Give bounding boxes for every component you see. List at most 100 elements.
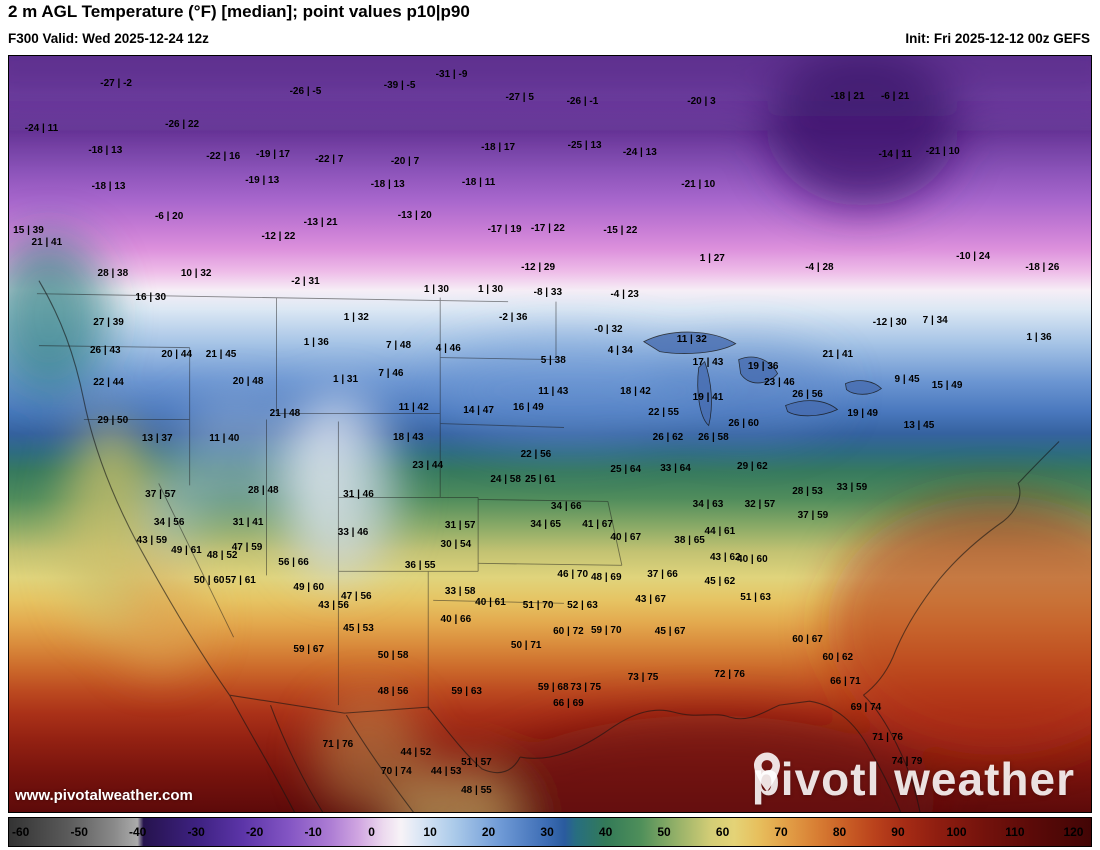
point-value: 45 | 53 — [343, 623, 374, 635]
point-value: 28 | 53 — [792, 486, 823, 498]
point-value: 11 | 40 — [209, 433, 240, 445]
point-value: -14 | 11 — [878, 149, 912, 161]
point-value: -2 | 36 — [499, 312, 528, 324]
point-value: -22 | 7 — [315, 153, 344, 165]
point-value: -39 | -5 — [383, 80, 416, 92]
point-value: 50 | 71 — [510, 640, 542, 652]
point-value: 59 | 70 — [590, 624, 622, 636]
point-value: 40 | 60 — [737, 554, 768, 566]
point-value: -15 | 22 — [603, 225, 638, 237]
point-value: 26 | 62 — [652, 431, 684, 443]
point-value: 23 | 44 — [412, 459, 444, 471]
point-value: 57 | 61 — [225, 574, 256, 586]
point-value: 21 | 48 — [269, 408, 301, 420]
colorbar-tick: -50 — [70, 825, 88, 839]
point-value: 25 | 64 — [610, 464, 642, 476]
init-time-label: Init: Fri 2025-12-12 00z GEFS — [905, 31, 1090, 46]
point-value: 52 | 63 — [567, 600, 598, 612]
colorbar-tick: -40 — [128, 825, 147, 839]
point-value: 19 | 41 — [692, 392, 724, 404]
point-value: 37 | 66 — [647, 569, 678, 581]
colorbar-tick: 100 — [946, 825, 967, 839]
point-value: 66 | 71 — [830, 675, 861, 687]
point-value: 51 | 63 — [740, 592, 771, 604]
point-value: 11 | 32 — [676, 333, 707, 345]
point-value: 5 | 38 — [540, 354, 566, 366]
point-value: -26 | -1 — [566, 96, 599, 108]
point-value: 73 | 75 — [570, 682, 602, 694]
temperature-map: -27 | -2 -26 | -5 -39 | -5 -31 | -9 -27 | 5 -… — [8, 55, 1092, 813]
point-value: -27 | 5 — [505, 91, 534, 103]
point-value: 1 | 31 — [332, 374, 359, 386]
point-value: -31 | -9 — [435, 68, 468, 80]
point-value: 18 | 43 — [392, 431, 424, 443]
colorbar-tick: 60 — [715, 825, 730, 839]
point-value: 44 | 53 — [430, 765, 462, 777]
point-value: 33 | 64 — [660, 462, 691, 474]
point-value: 7 | 48 — [385, 339, 412, 351]
point-value: 1 | 32 — [343, 312, 369, 324]
state-boundaries — [36, 293, 623, 711]
point-value: -4 | 23 — [610, 288, 639, 300]
colorbar-tick: -30 — [187, 825, 205, 839]
valid-time-label: F300 Valid: Wed 2025-12-24 12z — [8, 31, 209, 46]
point-value: 30 | 54 — [440, 539, 472, 551]
colorbar-tick: 40 — [598, 825, 613, 839]
point-value: 26 | 43 — [89, 344, 121, 356]
point-value: 37 | 57 — [145, 489, 176, 501]
point-value: 28 | 38 — [97, 267, 129, 279]
point-value: 26 | 60 — [728, 418, 759, 430]
colorbar-tick: 0 — [368, 825, 375, 839]
point-value: 21 | 41 — [822, 348, 854, 360]
point-value: 22 | 56 — [520, 449, 552, 461]
point-value: -12 | 29 — [521, 262, 556, 274]
point-value: 11 | 43 — [538, 386, 569, 398]
point-value: 27 | 39 — [93, 316, 124, 328]
colorbar-tick: -20 — [245, 825, 264, 839]
point-value: -22 | 16 — [206, 150, 241, 162]
point-value: -12 | 22 — [261, 230, 296, 242]
point-value: -12 | 30 — [872, 316, 907, 328]
colorbar-tick: 20 — [481, 825, 496, 839]
colorbar-tick: -10 — [304, 825, 322, 839]
point-value: 74 | 79 — [891, 756, 923, 768]
point-value: -26 | -5 — [289, 86, 322, 98]
point-value: 72 | 76 — [714, 669, 745, 681]
point-value: 56 | 66 — [278, 557, 309, 569]
point-value: 29 | 50 — [97, 415, 129, 427]
point-value: 14 | 47 — [463, 404, 494, 416]
point-value: 31 | 57 — [444, 520, 476, 532]
point-values-layer: -27 | -2 -26 | -5 -39 | -5 -31 | -9 -27 | 5 -… — [9, 56, 1091, 812]
point-value: 19 | 36 — [747, 360, 779, 372]
point-value: 4 | 34 — [607, 344, 633, 356]
colorbar-tick: 110 — [1005, 825, 1025, 839]
point-value: 34 | 65 — [530, 518, 561, 530]
point-value: -2 | 31 — [291, 276, 320, 288]
regional-temperature-blobs — [9, 56, 1091, 812]
point-value: -18 | 13 — [91, 180, 126, 192]
point-value: 7 | 46 — [378, 368, 404, 380]
point-value: 34 | 56 — [153, 517, 185, 529]
point-value: 44 | 52 — [400, 747, 432, 759]
point-value: 34 | 63 — [692, 499, 724, 511]
point-value: 22 | 44 — [93, 376, 124, 388]
point-value: 33 | 59 — [836, 482, 868, 494]
colorbar-tick: 50 — [657, 825, 671, 839]
point-value: 33 | 58 — [444, 586, 476, 597]
point-value: 50 | 58 — [377, 649, 409, 661]
point-value: 11 | 42 — [398, 401, 429, 413]
point-value: 47 | 56 — [341, 591, 372, 603]
point-value: -0 | 32 — [594, 324, 623, 336]
point-value: 23 | 46 — [764, 376, 795, 388]
point-value: 60 | 72 — [553, 626, 584, 638]
point-value: 10 | 32 — [180, 267, 212, 279]
colorbar-tick: 120 — [1063, 825, 1084, 839]
point-value: -18 | 11 — [461, 177, 496, 188]
great-lakes — [643, 331, 883, 427]
point-value: -17 | 19 — [487, 223, 522, 235]
point-value: 18 | 42 — [620, 386, 651, 398]
point-value: 4 | 46 — [435, 342, 461, 354]
map-pin-icon — [753, 752, 780, 792]
point-value: 49 | 60 — [293, 582, 325, 594]
